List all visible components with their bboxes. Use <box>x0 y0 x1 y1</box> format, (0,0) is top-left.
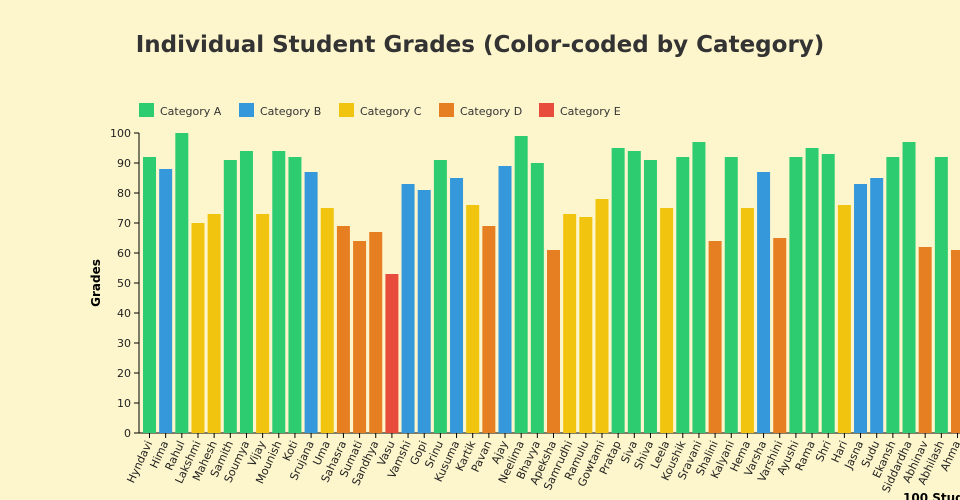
y-tick-label: 40 <box>117 307 131 320</box>
bar-mahesh <box>207 214 221 433</box>
legend-swatch <box>239 103 254 117</box>
y-tick-label: 90 <box>117 157 131 170</box>
y-tick-label: 50 <box>117 277 131 290</box>
legend-label: Category D <box>460 105 522 118</box>
bar-abhilash <box>934 157 948 433</box>
y-axis-title: Grades <box>89 259 103 307</box>
bar-sudu <box>870 178 884 433</box>
bar-soumya <box>239 151 253 433</box>
y-tick-label: 100 <box>110 127 131 140</box>
bar-vamshi <box>401 184 415 433</box>
bar-shalini <box>708 241 722 433</box>
legend-swatch <box>439 103 454 117</box>
y-tick-label: 30 <box>117 337 131 350</box>
bar-ayushi <box>789 157 803 433</box>
legend-label: Category E <box>560 105 621 118</box>
bar-srujana <box>304 172 318 433</box>
y-tick-label: 20 <box>117 367 131 380</box>
bar-varsha <box>757 172 771 433</box>
y-tick-label: 10 <box>117 397 131 410</box>
bar-hema <box>740 208 754 433</box>
bar-neelima <box>514 136 528 433</box>
bar-vijay <box>256 214 270 433</box>
bar-koti <box>288 157 302 433</box>
y-tick-label: 70 <box>117 217 131 230</box>
legend-label: Category A <box>160 105 222 118</box>
bar-rahul <box>175 133 189 433</box>
bar-mounish <box>272 151 286 433</box>
bar-ahma <box>951 250 960 433</box>
bar-gowtami <box>595 199 609 433</box>
bar-sumati <box>353 241 367 433</box>
bar-varshini <box>773 238 787 433</box>
bar-hyndavi <box>143 157 156 433</box>
bar-bhavya <box>530 163 544 433</box>
legend-swatch <box>539 103 554 117</box>
bar-kalyani <box>724 157 738 433</box>
bar-pratap <box>611 148 625 433</box>
bar-srinu <box>433 160 447 433</box>
x-axis-title: 100 Students <box>903 491 960 500</box>
bar-kusuma <box>450 178 464 433</box>
bar-hari <box>837 205 851 433</box>
bar-pavan <box>482 226 496 433</box>
y-tick-label: 60 <box>117 247 131 260</box>
bar-vasu <box>385 274 399 433</box>
legend-swatch <box>139 103 154 117</box>
bar-siddardha <box>902 142 916 433</box>
bar-ramulu <box>579 217 593 433</box>
bar-lakshmi <box>191 223 205 433</box>
bar-sravani <box>692 142 706 433</box>
bar-uma <box>320 208 334 433</box>
chart-title: Individual Student Grades (Color-coded b… <box>135 32 825 58</box>
legend-label: Category C <box>360 105 422 118</box>
bar-sandhya <box>369 232 383 433</box>
bar-hima <box>159 169 173 433</box>
legend-label: Category B <box>260 105 321 118</box>
bar-siva <box>627 151 641 433</box>
bar-kartik <box>466 205 480 433</box>
bar-jasna <box>854 184 868 433</box>
bar-shri <box>821 154 835 433</box>
bar-rama <box>805 148 819 433</box>
bar-ajay <box>498 166 512 433</box>
bar-abhinav <box>918 247 932 433</box>
bar-samith <box>223 160 237 433</box>
bar-apeksha <box>547 250 560 433</box>
bar-leela <box>660 208 674 433</box>
bar-shiva <box>643 160 657 433</box>
bar-sahasra <box>336 226 350 433</box>
y-tick-label: 0 <box>124 427 131 440</box>
bar-samrudhi <box>563 214 577 433</box>
bar-koushik <box>676 157 690 433</box>
y-tick-label: 80 <box>117 187 131 200</box>
bar-ekansh <box>886 157 900 433</box>
bar-gopi <box>417 190 431 433</box>
legend-swatch <box>339 103 354 117</box>
